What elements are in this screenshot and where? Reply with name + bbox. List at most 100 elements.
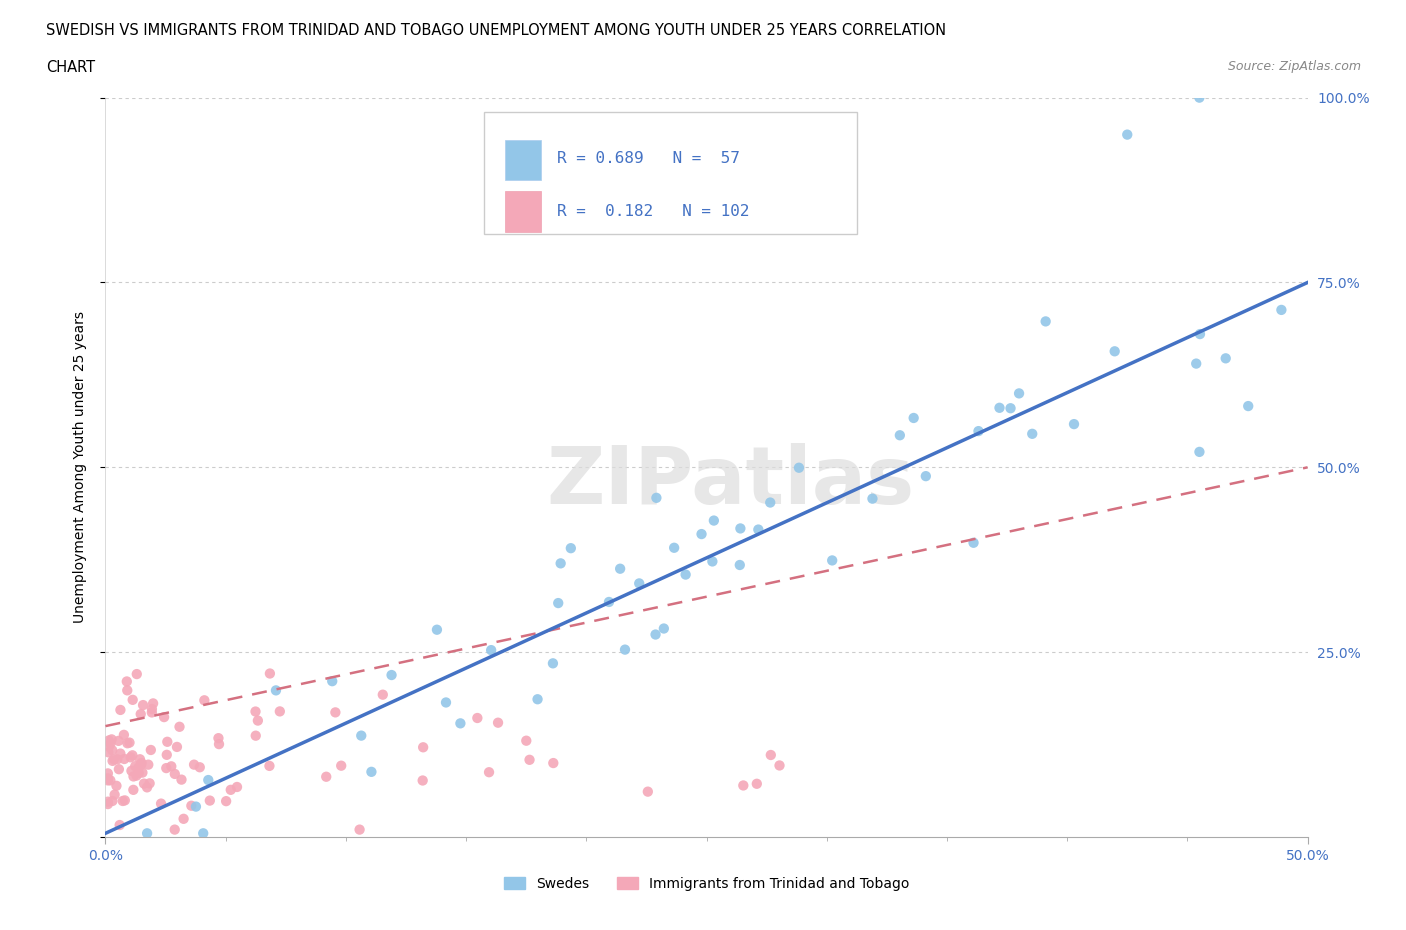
Point: [550, 556, 572, 571]
Point: [98, 739, 121, 754]
Point: [962, 536, 984, 551]
Point: [1035, 314, 1057, 329]
Point: [644, 627, 666, 642]
Text: R =  0.182   N = 102: R = 0.182 N = 102: [557, 204, 749, 219]
Point: [129, 707, 152, 722]
Point: [97, 766, 120, 781]
Point: [215, 793, 238, 808]
Point: [330, 758, 353, 773]
Point: [97, 797, 120, 812]
Point: [759, 748, 782, 763]
Point: [122, 769, 145, 784]
FancyBboxPatch shape: [484, 113, 856, 234]
Point: [637, 784, 659, 799]
Point: [114, 793, 136, 808]
Point: [675, 567, 697, 582]
Point: [325, 705, 347, 720]
Point: [486, 715, 509, 730]
Point: [479, 643, 502, 658]
Point: [105, 751, 128, 766]
Point: [988, 400, 1011, 415]
Text: Source: ZipAtlas.com: Source: ZipAtlas.com: [1227, 60, 1361, 73]
Point: [163, 766, 186, 781]
Text: R = 0.689   N =  57: R = 0.689 N = 57: [557, 151, 741, 166]
Point: [478, 764, 501, 779]
Point: [101, 753, 124, 768]
Point: [124, 759, 146, 774]
Point: [108, 762, 131, 777]
Point: [259, 666, 281, 681]
Point: [560, 540, 582, 555]
Point: [100, 737, 122, 751]
Point: [426, 622, 449, 637]
FancyBboxPatch shape: [505, 191, 541, 232]
Point: [122, 782, 145, 797]
Point: [150, 796, 173, 811]
Point: [1104, 344, 1126, 359]
Point: [269, 704, 291, 719]
Point: [1116, 127, 1139, 142]
Text: ZIPatlas: ZIPatlas: [547, 443, 915, 521]
Point: [184, 799, 207, 814]
Point: [97, 773, 120, 788]
Point: [245, 704, 267, 719]
Point: [188, 760, 211, 775]
Point: [138, 776, 160, 790]
Point: [139, 742, 162, 757]
Point: [245, 728, 267, 743]
Point: [889, 428, 911, 443]
Point: [107, 734, 129, 749]
Point: [129, 751, 152, 766]
Point: [747, 522, 769, 537]
Point: [1188, 326, 1211, 341]
Point: [768, 758, 790, 773]
Point: [1188, 445, 1211, 459]
Point: [120, 764, 142, 778]
Point: [903, 410, 925, 425]
Point: [128, 765, 150, 780]
Point: [136, 780, 159, 795]
Point: [434, 695, 457, 710]
Point: [156, 748, 179, 763]
Point: [105, 778, 128, 793]
Point: [598, 594, 620, 609]
Point: [153, 710, 176, 724]
Point: [380, 668, 402, 683]
Point: [166, 739, 188, 754]
Point: [183, 757, 205, 772]
Point: [169, 719, 191, 734]
Point: [97, 771, 120, 786]
Point: [125, 667, 148, 682]
Point: [1063, 417, 1085, 432]
Point: [125, 768, 148, 783]
Point: [1185, 356, 1208, 371]
Point: [156, 735, 179, 750]
Point: [1270, 302, 1292, 317]
Point: [371, 687, 394, 702]
Point: [115, 674, 138, 689]
Legend: Swedes, Immigrants from Trinidad and Tobago: Swedes, Immigrants from Trinidad and Tob…: [498, 871, 915, 897]
Point: [914, 469, 936, 484]
Point: [547, 595, 569, 610]
Point: [141, 705, 163, 720]
Point: [1237, 399, 1260, 414]
Point: [173, 811, 195, 826]
Point: [141, 701, 163, 716]
Point: [97, 733, 120, 748]
Point: [315, 769, 337, 784]
Point: [142, 696, 165, 711]
Point: [207, 731, 229, 746]
Point: [645, 490, 668, 505]
Point: [110, 702, 132, 717]
Point: [129, 758, 152, 773]
Point: [1021, 426, 1043, 441]
Point: [120, 750, 142, 764]
Point: [745, 777, 768, 791]
Point: [160, 759, 183, 774]
Point: [246, 713, 269, 728]
Point: [1215, 351, 1237, 365]
Point: [652, 621, 675, 636]
Point: [360, 764, 382, 779]
Point: [690, 526, 713, 541]
Point: [170, 772, 193, 787]
